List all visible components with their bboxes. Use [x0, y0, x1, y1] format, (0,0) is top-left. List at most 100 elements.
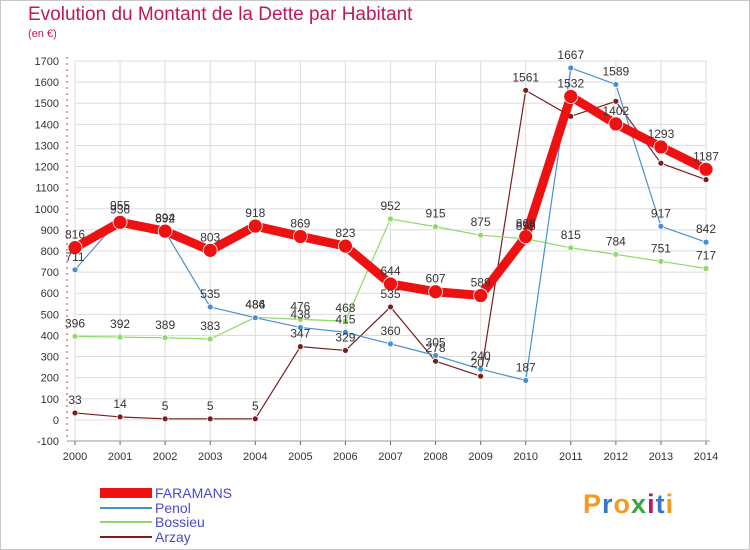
data-label-penol: 955: [110, 198, 130, 212]
data-label-arzay: 329: [335, 330, 355, 344]
x-tick-label: 2013: [649, 451, 673, 463]
y-tick-label: 800: [41, 246, 59, 258]
data-label-faramans: 918: [245, 206, 265, 220]
logo-letter: r: [602, 489, 614, 519]
data-point-penol: [387, 340, 394, 348]
y-tick-label: 1200: [35, 162, 59, 174]
legend-swatch: [100, 521, 152, 523]
data-label-penol: 438: [290, 307, 310, 321]
data-label-arzay: 278: [426, 341, 446, 355]
data-point-arzay: [71, 409, 79, 417]
data-label-bossieu: 875: [471, 215, 491, 229]
data-label-penol: 240: [471, 349, 491, 363]
data-point-arzay: [477, 372, 485, 380]
data-label-bossieu: 396: [65, 316, 85, 330]
data-point-arzay: [612, 97, 620, 105]
data-point-arzay: [206, 415, 214, 423]
data-point-penol: [206, 303, 214, 311]
x-tick-label: 2003: [198, 451, 222, 463]
data-point-bossieu: [657, 257, 665, 265]
data-label-arzay: 207: [471, 356, 491, 370]
data-label-arzay: 5: [162, 399, 169, 413]
y-tick-label: 1600: [35, 77, 59, 89]
data-label-penol: 360: [380, 324, 400, 338]
data-label-penol: 187: [516, 360, 536, 374]
y-tick-label: 1400: [35, 119, 59, 131]
data-point-faramans: [202, 242, 218, 258]
proxiti-logo: Proxiti: [583, 489, 674, 520]
data-label-faramans: 1532: [557, 76, 584, 90]
data-point-bossieu: [432, 223, 439, 231]
y-tick-label: 200: [41, 373, 59, 385]
logo-letter: o: [613, 489, 632, 519]
x-tick-label: 2007: [378, 451, 402, 463]
data-point-penol: [477, 365, 485, 373]
data-point-arzay: [251, 415, 259, 423]
data-label-faramans: 823: [335, 226, 355, 240]
data-point-faramans: [473, 288, 489, 303]
data-label-bossieu: 389: [155, 318, 175, 332]
data-point-arzay: [116, 413, 124, 421]
y-tick-label: 1100: [35, 183, 59, 195]
data-label-bossieu: 383: [200, 319, 220, 333]
data-point-bossieu: [206, 335, 214, 343]
data-point-penol: [432, 352, 439, 359]
logo-letter: i: [665, 489, 675, 519]
y-tick-label: 0: [53, 415, 59, 427]
data-label-arzay: 14: [113, 397, 127, 411]
legend-swatch: [100, 488, 152, 498]
data-point-faramans: [247, 218, 263, 234]
data-label-faramans: 868: [516, 217, 536, 231]
logo-letter: i: [647, 489, 656, 519]
y-tick-label: 300: [41, 352, 59, 364]
x-tick-label: 2002: [153, 451, 177, 463]
legend-label: FARAMANS: [155, 485, 233, 501]
data-point-arzay: [161, 415, 169, 423]
data-label-arzay: 33: [68, 393, 82, 407]
data-label-faramans: 1293: [648, 127, 675, 141]
data-labels: 33 14 5 5 5 347 329 535 278 207 1561 396 392 389 383 48…: [65, 48, 719, 413]
data-point-penol: [71, 266, 79, 274]
data-point-penol: [702, 238, 710, 246]
legend-item-faramans: FARAMANS: [100, 485, 232, 501]
legend-swatch: [100, 506, 152, 509]
data-label-bossieu: 486: [245, 297, 265, 311]
y-tick-label: 1700: [35, 56, 59, 68]
data-label-faramans: 644: [380, 264, 400, 278]
data-label-arzay: 5: [207, 399, 214, 413]
data-label-bossieu: 915: [426, 207, 446, 221]
data-label-arzay: 347: [290, 327, 310, 341]
data-label-penol: 711: [65, 250, 84, 264]
data-label-faramans: 1402: [603, 104, 630, 118]
data-label-bossieu: 815: [561, 228, 581, 242]
data-point-bossieu: [702, 265, 710, 272]
data-point-arzay: [657, 159, 665, 167]
data-point-bossieu: [296, 315, 304, 323]
data-label-bossieu: 468: [335, 301, 355, 315]
x-tick-label: 2006: [333, 451, 357, 463]
data-point-faramans: [563, 89, 579, 104]
y-tick-label: 900: [41, 225, 59, 237]
legend-item-arzay: Arzay: [100, 529, 191, 545]
data-label-faramans: 803: [200, 230, 220, 244]
data-label-penol: 892: [155, 212, 175, 226]
y-tick-label: 100: [41, 394, 59, 406]
data-label-bossieu: 952: [380, 199, 400, 213]
x-tick-label: 2012: [604, 451, 628, 463]
data-label-faramans: 607: [426, 272, 446, 286]
data-label-penol: 484: [245, 298, 265, 312]
x-tick-label: 2000: [63, 451, 87, 463]
data-point-penol: [567, 64, 575, 72]
data-point-faramans: [67, 240, 83, 256]
data-point-faramans: [383, 276, 398, 292]
series-lines: [67, 64, 714, 423]
data-label-bossieu: 858: [516, 219, 536, 233]
y-tick-label: 1500: [35, 98, 59, 110]
data-point-faramans: [698, 161, 714, 177]
data-label-arzay: 535: [380, 287, 400, 301]
data-label-penol: 917: [651, 206, 671, 220]
data-point-bossieu: [477, 231, 485, 239]
y-tick-label: 700: [41, 267, 59, 279]
data-point-arzay: [432, 357, 439, 365]
